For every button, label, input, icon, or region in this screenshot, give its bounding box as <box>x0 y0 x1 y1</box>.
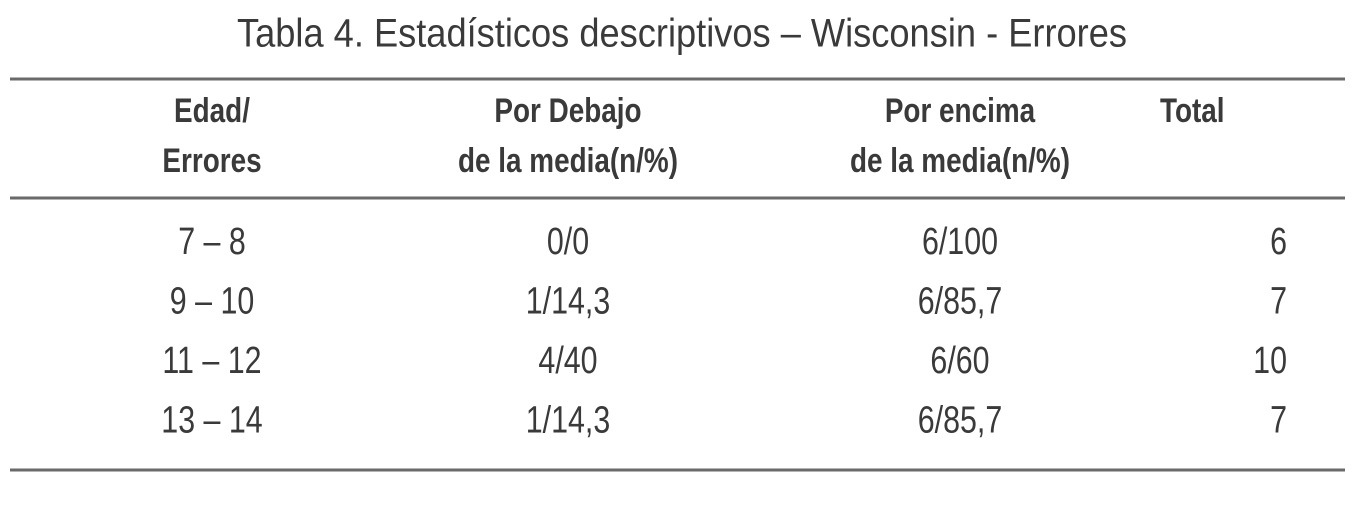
table-cell: 4/40 <box>538 340 597 382</box>
table-cell: 6/85,7 <box>918 400 1003 442</box>
column-header: de la media(n/%) <box>458 142 678 180</box>
table-cell: 7 <box>1270 400 1287 442</box>
table-cell: 0/0 <box>547 221 589 263</box>
column-header: de la media(n/%) <box>850 142 1070 180</box>
table-cell: 7 – 8 <box>178 221 246 263</box>
column-header: Errores <box>162 142 261 180</box>
table-cell: 6 <box>1270 221 1287 263</box>
table-cell: 9 – 10 <box>170 281 255 323</box>
table-cell: 6/85,7 <box>918 281 1003 323</box>
table-cell: 10 <box>1253 340 1287 382</box>
table-cell: 13 – 14 <box>161 400 262 442</box>
column-header: Por encima <box>885 92 1036 130</box>
table-cell: 1/14,3 <box>526 400 611 442</box>
table-cell: 1/14,3 <box>526 281 611 323</box>
table-cell: 6/100 <box>922 221 998 263</box>
table-cell: 7 <box>1270 281 1287 323</box>
table-title: Tabla 4. Estadísticos descriptivos – Wis… <box>237 12 1127 56</box>
column-header: Edad/ <box>174 92 250 130</box>
table-cell: 6/60 <box>930 340 989 382</box>
column-header: Total <box>1160 92 1225 130</box>
table-cell: 11 – 12 <box>162 340 261 382</box>
column-header: Por Debajo <box>494 92 641 130</box>
